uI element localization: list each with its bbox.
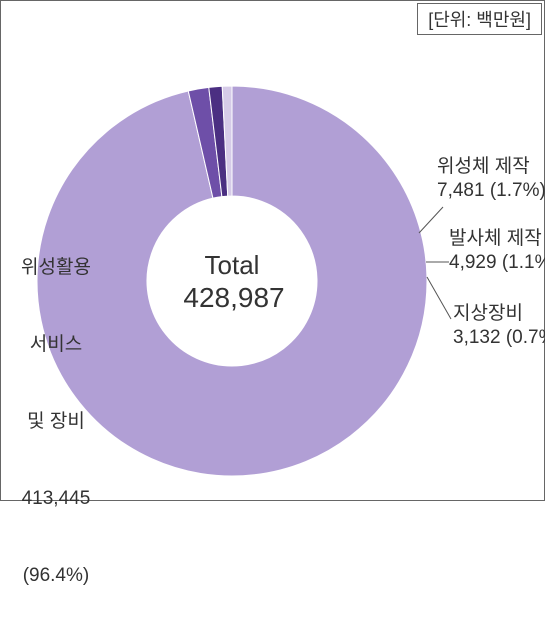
leader-line — [419, 207, 443, 233]
label-left-l3: 및 장비 — [21, 409, 91, 435]
label-r2-name: 발사체 제작 — [449, 226, 542, 252]
label-left-l1: 위성활용 — [21, 255, 91, 281]
unit-label: [단위: 백만원] — [417, 3, 542, 35]
label-r3-value: 3,132 (0.7%) — [453, 325, 545, 351]
center-value: 428,987 — [174, 279, 294, 317]
label-r1-value: 7,481 (1.7%) — [437, 178, 545, 204]
label-r3-name: 지상장비 — [453, 301, 523, 327]
chart-frame: [단위: 백만원] 위성활용 서비스 및 장비 413,445 (96.4%) … — [0, 0, 545, 501]
leader-line — [427, 277, 451, 319]
label-left-l4: 413,445 — [21, 486, 91, 512]
donut-slice — [222, 86, 232, 196]
label-r1-name: 위성체 제작 — [437, 154, 530, 180]
donut-slice — [209, 86, 228, 196]
label-r2-value: 4,929 (1.1%) — [449, 250, 545, 276]
label-left-l5: (96.4%) — [21, 563, 91, 589]
donut-slice — [188, 87, 222, 198]
center-title: Total — [199, 248, 265, 283]
label-left: 위성활용 서비스 및 장비 413,445 (96.4%) — [21, 204, 91, 640]
label-left-l2: 서비스 — [21, 332, 91, 358]
